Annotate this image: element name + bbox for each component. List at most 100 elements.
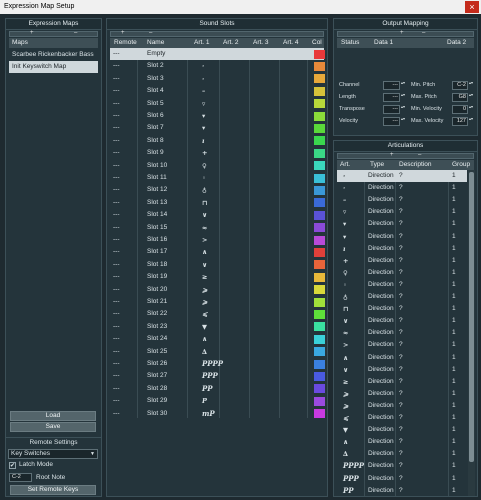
- slot-row[interactable]: --- Slot 13 ⊓: [110, 197, 325, 209]
- slot-color-swatch[interactable]: [314, 148, 325, 158]
- slot-row[interactable]: --- Slot 14 ∨: [110, 209, 325, 221]
- remote-mode-select[interactable]: Key Switches ▼: [8, 449, 98, 459]
- remove-map-button[interactable]: –: [74, 30, 78, 36]
- output-param-field[interactable]: 127: [452, 117, 468, 126]
- slot-color-swatch[interactable]: [314, 210, 325, 220]
- slot-color-swatch[interactable]: [314, 260, 325, 270]
- slot-row[interactable]: --- Slot 12 ♁: [110, 184, 325, 196]
- set-remote-keys-button[interactable]: Set Remote Keys: [10, 485, 96, 495]
- slot-color-swatch[interactable]: [314, 359, 325, 369]
- articulation-row[interactable]: ⩾ Direction? 1: [337, 400, 467, 412]
- slot-row[interactable]: --- Slot 29 P: [110, 395, 325, 407]
- spinner-icon[interactable]: ▴▾: [401, 92, 406, 97]
- remove-articulation-button[interactable]: –: [418, 152, 422, 158]
- load-button[interactable]: Load: [10, 411, 96, 421]
- slot-color-swatch[interactable]: [314, 371, 325, 381]
- slot-color-swatch[interactable]: [314, 297, 325, 307]
- slot-color-swatch[interactable]: [314, 322, 325, 332]
- articulation-row[interactable]: ∨ Direction? 1: [337, 364, 467, 376]
- slot-row[interactable]: --- Slot 30 mP: [110, 408, 325, 420]
- slot-row[interactable]: --- Slot 3 ·: [110, 73, 325, 85]
- slot-row[interactable]: --- Slot 9 +: [110, 147, 325, 159]
- spinner-icon[interactable]: ▴▾: [469, 116, 474, 121]
- slot-row[interactable]: --- Slot 22 ⩽: [110, 308, 325, 320]
- slot-row[interactable]: --- Slot 23 ▼: [110, 321, 325, 333]
- slot-row[interactable]: --- Slot 20 ⩾: [110, 284, 325, 296]
- articulation-row[interactable]: ♁ Direction? 1: [337, 291, 467, 303]
- articulation-row[interactable]: ı Direction? 1: [337, 243, 467, 255]
- remove-slot-button[interactable]: –: [149, 30, 153, 36]
- slot-color-swatch[interactable]: [314, 136, 325, 146]
- slot-color-swatch[interactable]: [314, 161, 325, 171]
- articulation-row[interactable]: – Direction? 1: [337, 194, 467, 206]
- scrollbar-thumb[interactable]: [469, 172, 474, 462]
- articulation-row[interactable]: ◦ Direction? 1: [337, 279, 467, 291]
- output-param-field[interactable]: ---: [383, 105, 400, 114]
- articulation-row[interactable]: PP Direction? 1: [337, 485, 467, 496]
- slot-color-swatch[interactable]: [314, 235, 325, 245]
- articulation-row[interactable]: ∆ Direction? 1: [337, 448, 467, 460]
- articulations-scrollbar[interactable]: [468, 170, 475, 496]
- slot-color-swatch[interactable]: [314, 396, 325, 406]
- spinner-icon[interactable]: ▴▾: [401, 116, 406, 121]
- spinner-icon[interactable]: ▴▾: [401, 80, 406, 85]
- slot-color-swatch[interactable]: [314, 123, 325, 133]
- slot-color-swatch[interactable]: [314, 74, 325, 84]
- articulation-row[interactable]: ⩾ Direction? 1: [337, 388, 467, 400]
- slot-row[interactable]: --- Slot 18 ∨: [110, 259, 325, 271]
- root-note-field[interactable]: C-2: [9, 473, 32, 482]
- close-button[interactable]: ×: [465, 1, 479, 13]
- articulation-row[interactable]: ▿ Direction? 1: [337, 206, 467, 218]
- slot-row[interactable]: --- Slot 2 ·: [110, 60, 325, 72]
- slot-color-swatch[interactable]: [314, 49, 325, 59]
- add-map-button[interactable]: +: [30, 30, 34, 36]
- output-param-field[interactable]: 0: [452, 105, 468, 114]
- slot-color-swatch[interactable]: [314, 223, 325, 233]
- add-articulation-button[interactable]: +: [390, 152, 394, 158]
- slot-row[interactable]: --- Slot 4 –: [110, 85, 325, 97]
- slot-row[interactable]: --- Slot 19 ≥: [110, 271, 325, 283]
- spinner-icon[interactable]: ▴▾: [401, 104, 406, 109]
- slot-row[interactable]: --- Slot 5 ▿: [110, 98, 325, 110]
- slot-color-swatch[interactable]: [314, 384, 325, 394]
- slot-color-swatch[interactable]: [314, 86, 325, 96]
- slot-row[interactable]: --- Slot 28 PP: [110, 383, 325, 395]
- add-slot-button[interactable]: +: [121, 30, 125, 36]
- slot-row[interactable]: --- Slot 6 ▾: [110, 110, 325, 122]
- articulation-row[interactable]: ▾ Direction? 1: [337, 231, 467, 243]
- slot-row[interactable]: --- Slot 16 >: [110, 234, 325, 246]
- articulation-row[interactable]: · Direction? 1: [337, 182, 467, 194]
- articulation-row[interactable]: ▼ Direction? 1: [337, 424, 467, 436]
- articulation-row[interactable]: ▾ Direction? 1: [337, 218, 467, 230]
- slot-row[interactable]: --- Slot 7 ▾: [110, 122, 325, 134]
- output-param-field[interactable]: ---: [383, 93, 400, 102]
- output-param-field[interactable]: C-2: [452, 81, 468, 90]
- spinner-icon[interactable]: ▴▾: [469, 92, 474, 97]
- add-output-button[interactable]: +: [400, 30, 404, 36]
- articulation-row[interactable]: · Direction? 1: [337, 170, 467, 182]
- articulation-row[interactable]: ♀ Direction? 1: [337, 267, 467, 279]
- slot-row[interactable]: --- Slot 24 ∧: [110, 333, 325, 345]
- slot-color-swatch[interactable]: [314, 185, 325, 195]
- slot-color-swatch[interactable]: [314, 111, 325, 121]
- map-list-item[interactable]: Init Keyswitch Map: [9, 61, 98, 73]
- articulation-row[interactable]: PPPP Direction? 1: [337, 460, 467, 472]
- slot-row[interactable]: --- Slot 26 PPPP: [110, 358, 325, 370]
- slot-color-swatch[interactable]: [314, 99, 325, 109]
- slot-color-swatch[interactable]: [314, 247, 325, 257]
- spinner-icon[interactable]: ▴▾: [469, 80, 474, 85]
- output-param-field[interactable]: ---: [383, 117, 400, 126]
- map-list-item[interactable]: Scarbee Rickenbacker Bass: [12, 51, 94, 58]
- articulation-row[interactable]: PPP Direction? 1: [337, 473, 467, 485]
- slot-color-swatch[interactable]: [314, 198, 325, 208]
- slot-color-swatch[interactable]: [314, 309, 325, 319]
- articulation-row[interactable]: ∧ Direction? 1: [337, 352, 467, 364]
- articulation-row[interactable]: ∧ Direction? 1: [337, 436, 467, 448]
- slot-color-swatch[interactable]: [314, 173, 325, 183]
- slot-row[interactable]: --- Slot 11 ◦: [110, 172, 325, 184]
- slot-row[interactable]: --- Slot 27 PPP: [110, 370, 325, 382]
- spinner-icon[interactable]: ▴▾: [469, 104, 474, 109]
- slot-color-swatch[interactable]: [314, 347, 325, 357]
- slot-row[interactable]: --- Slot 17 ∧: [110, 246, 325, 258]
- output-param-field[interactable]: G8: [452, 93, 468, 102]
